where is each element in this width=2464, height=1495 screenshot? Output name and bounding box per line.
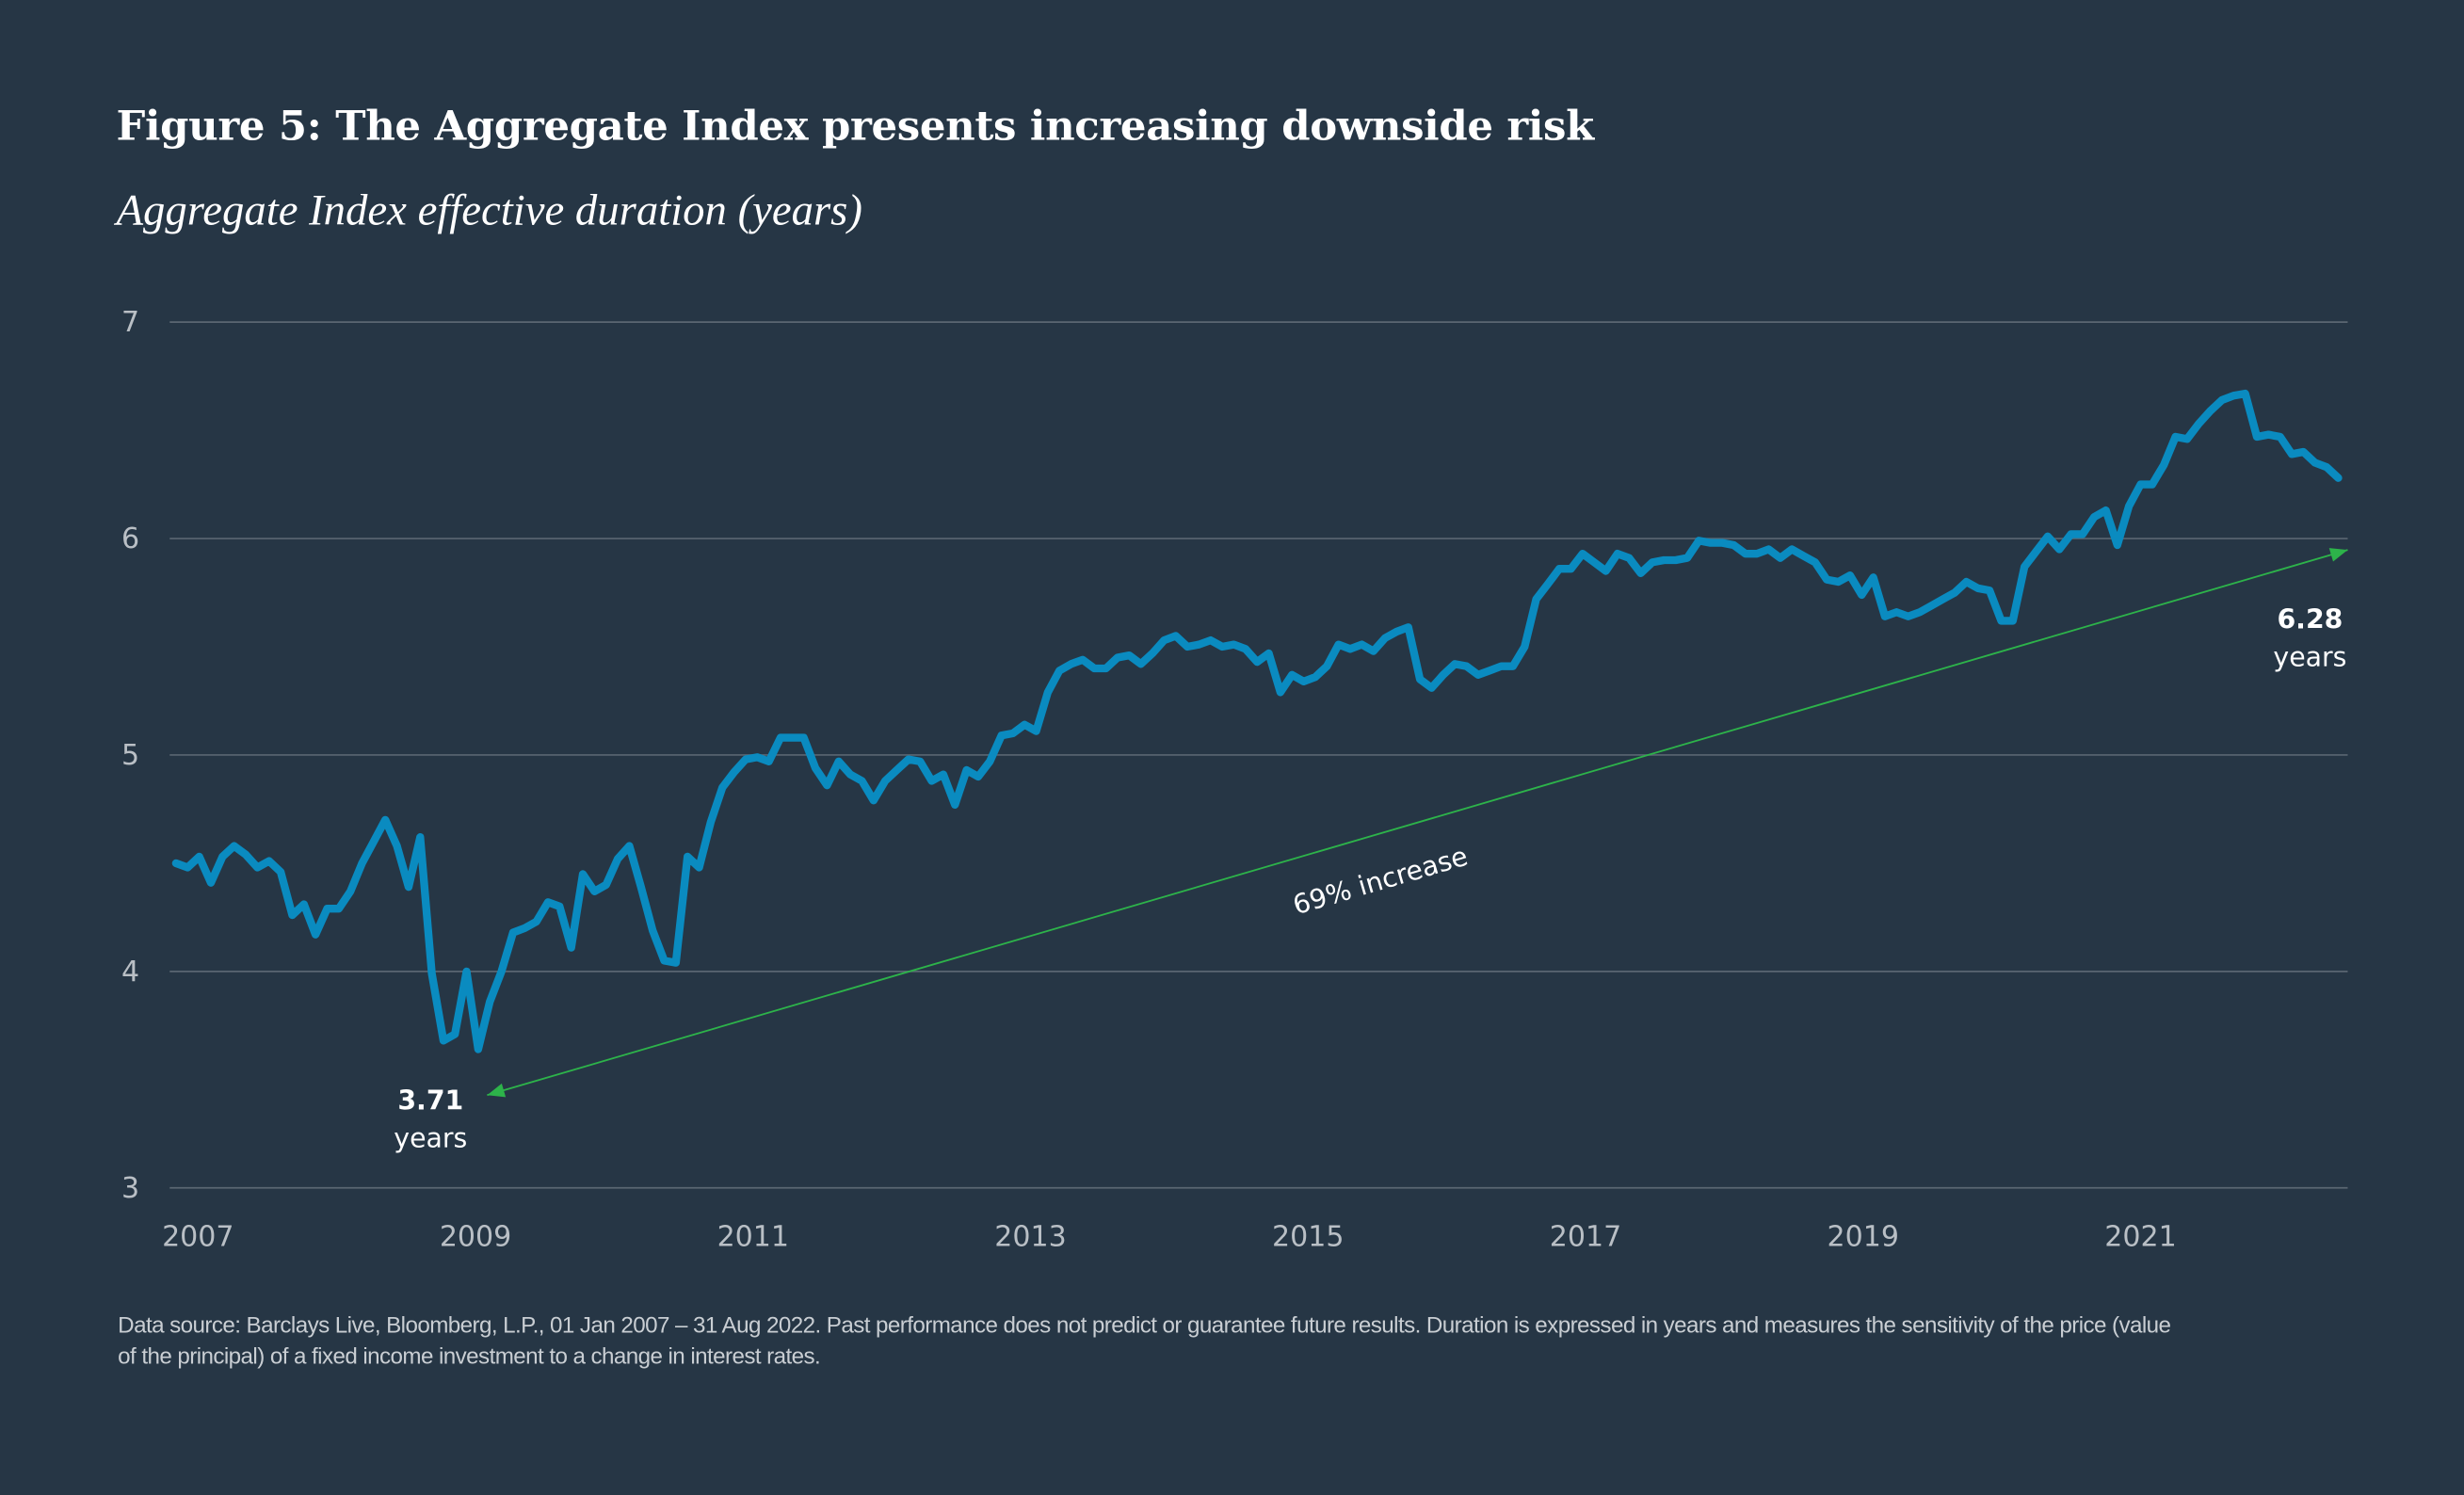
x-tick-label: 2021: [2104, 1221, 2176, 1254]
chart-title: Figure 5: The Aggregate Index presents i…: [116, 104, 1595, 152]
y-tick-label: 5: [121, 739, 139, 772]
y-tick-label: 7: [121, 306, 139, 339]
footnote: Data source: Barclays Live, Bloomberg, L…: [118, 1313, 2171, 1371]
start-unit-label: years: [394, 1122, 467, 1153]
end-unit-label: years: [2273, 642, 2346, 673]
arrowhead-end-icon: [2328, 548, 2348, 562]
x-tick-label: 2017: [1550, 1221, 1621, 1254]
y-tick-label: 4: [121, 956, 139, 989]
x-tick-label: 2019: [1828, 1221, 1899, 1254]
x-tick-label: 2015: [1272, 1221, 1344, 1254]
y-tick-label: 3: [121, 1172, 139, 1205]
x-tick-label: 2007: [162, 1221, 234, 1254]
arrowhead-start-icon: [487, 1083, 507, 1098]
increase-arrow-line: [487, 549, 2348, 1097]
chart-subtitle: Aggregate Index effective duration (year…: [116, 186, 862, 236]
x-tick-label: 2011: [717, 1221, 789, 1254]
x-tick-label: 2013: [994, 1221, 1066, 1254]
x-tick-label: 2009: [440, 1221, 511, 1254]
end-value-label: 6.28: [2277, 604, 2343, 635]
start-value-label: 3.71: [397, 1085, 463, 1116]
y-tick-label: 6: [121, 522, 139, 555]
series-line: [171, 389, 2343, 1053]
